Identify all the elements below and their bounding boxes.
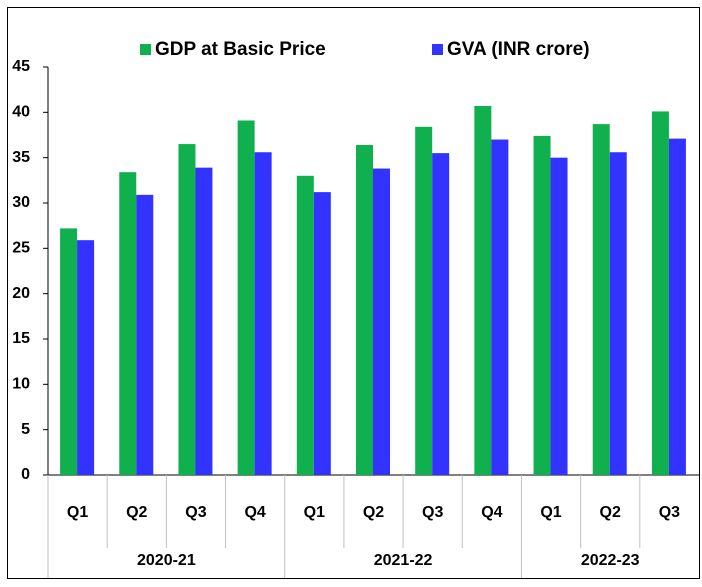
chart-border (7, 7, 700, 579)
bar (491, 139, 509, 476)
bar (550, 157, 568, 475)
bar (178, 144, 196, 476)
x-tick-label: Q3 (185, 504, 206, 521)
x-tick-label: Q2 (600, 504, 621, 521)
y-tick-label: 15 (12, 330, 30, 347)
y-tick-label: 40 (12, 104, 30, 121)
y-tick-label: 30 (12, 194, 30, 211)
legend-label: GVA (INR crore) (447, 39, 590, 60)
x-tick-label: Q1 (67, 504, 88, 521)
bar (237, 120, 255, 475)
y-tick-label: 5 (21, 421, 30, 438)
bar (60, 228, 78, 475)
bar (432, 153, 450, 475)
x-tick-label: Q1 (540, 504, 561, 521)
bar (296, 175, 314, 476)
y-tick-label: 20 (12, 285, 30, 302)
y-tick-label: 45 (12, 58, 30, 75)
y-tick-label: 25 (12, 240, 30, 257)
group-label: 2020-21 (137, 552, 196, 569)
group-label: 2021-22 (374, 552, 433, 569)
y-tick-label: 35 (12, 149, 30, 166)
x-tick-label: Q3 (422, 504, 443, 521)
bar (136, 194, 154, 475)
legend-swatch (432, 44, 443, 55)
bar (474, 105, 492, 475)
bar (77, 240, 95, 475)
y-tick-label: 10 (12, 376, 30, 393)
bar (533, 135, 551, 475)
x-tick-label: Q2 (126, 504, 147, 521)
bar (119, 172, 137, 475)
x-tick-label: Q4 (481, 504, 502, 521)
bar (415, 126, 433, 475)
x-tick-label: Q4 (244, 504, 265, 521)
group-label: 2022-23 (581, 552, 640, 569)
bar (356, 144, 373, 475)
bar (313, 192, 331, 475)
bar (195, 167, 213, 475)
bar (592, 124, 610, 476)
x-tick-label: Q1 (304, 504, 325, 521)
legend-swatch (140, 44, 151, 55)
bar (651, 111, 669, 475)
bar (254, 152, 272, 475)
bar (373, 168, 390, 475)
bar (668, 138, 686, 476)
y-tick-label: 0 (21, 466, 30, 483)
legend-label: GDP at Basic Price (155, 39, 326, 60)
bar (609, 152, 627, 475)
x-tick-label: Q2 (363, 504, 384, 521)
x-tick-label: Q3 (659, 504, 680, 521)
